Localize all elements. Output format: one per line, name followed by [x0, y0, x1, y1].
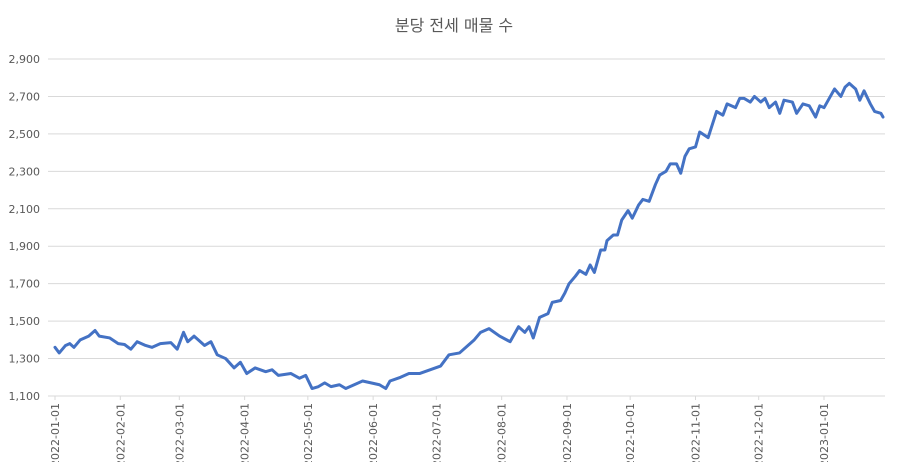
x-tick-label: 2022-06-01: [367, 403, 380, 462]
data-line: [53, 81, 885, 391]
y-tick-label: 1,700: [9, 278, 41, 291]
x-tick-label: 2022-02-01: [114, 403, 127, 462]
y-tick-label: 2,900: [9, 53, 41, 66]
chart-title: 분당 전세 매물 수: [395, 16, 513, 35]
y-tick-label: 2,300: [9, 165, 41, 178]
y-tick-label: 1,300: [9, 353, 41, 366]
y-tick-label: 2,100: [9, 203, 41, 216]
x-tick-label: 2022-11-01: [689, 403, 702, 462]
x-tick-label: 2022-10-01: [624, 403, 637, 462]
x-tick-label: 2022-04-01: [239, 403, 252, 462]
y-tick-label: 2,700: [9, 90, 41, 103]
x-tick-label: 2022-05-01: [302, 403, 315, 462]
x-tick-label: 2022-07-01: [430, 403, 443, 462]
x-tick-label: 2022-08-01: [496, 403, 509, 462]
x-tick-label: 2022-12-01: [753, 403, 766, 462]
x-tick-label: 2022-09-01: [561, 403, 574, 462]
x-tick-label: 2022-03-01: [173, 403, 186, 462]
y-tick-label: 2,500: [9, 128, 41, 141]
y-tick-label: 1,100: [9, 390, 41, 403]
x-tick-label: 2022-01-01: [49, 403, 62, 462]
x-tick-label: 2023-01-01: [818, 403, 831, 462]
y-tick-label: 1,500: [9, 315, 41, 328]
y-tick-label: 1,900: [9, 240, 41, 253]
